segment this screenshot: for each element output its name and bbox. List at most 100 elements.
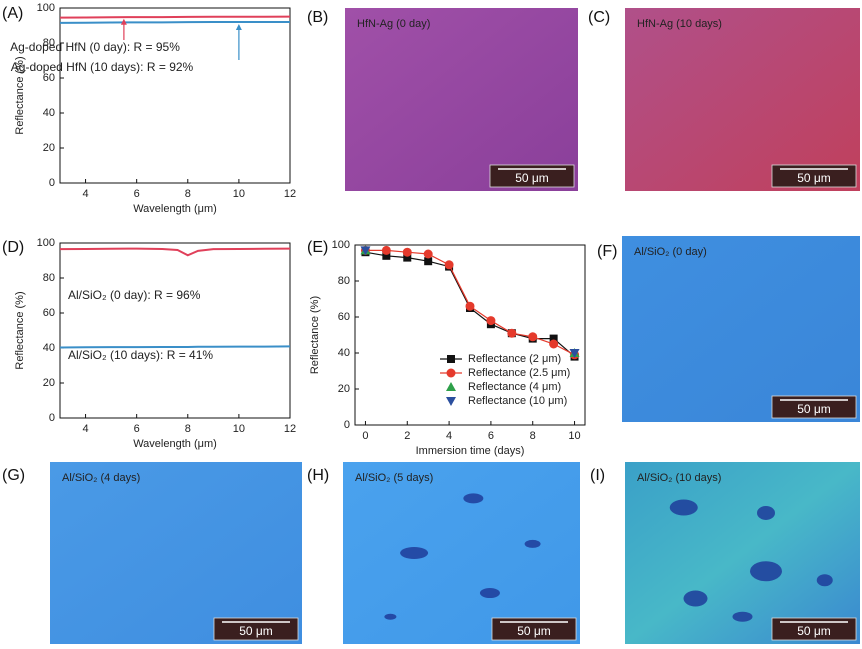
micrograph [343, 462, 580, 644]
x-tick-label: 12 [284, 188, 296, 200]
x-tick-label: 10 [233, 423, 245, 435]
x-tick-label: 6 [134, 423, 140, 435]
scale-bar-box [489, 164, 575, 188]
y-tick-label: 0 [49, 177, 55, 189]
legend-marker [446, 397, 456, 406]
annotation: Ag-doped HfN (0 day): R = 95% [10, 40, 180, 54]
annotation-arrowhead [120, 18, 127, 25]
legend-label: Reflectance (2 μm) [468, 353, 561, 365]
x-tick-label: 8 [185, 188, 191, 200]
legend-marker [446, 382, 456, 391]
legend-label: Reflectance (2.5 μm) [468, 367, 570, 379]
y-tick-label: 60 [338, 311, 350, 323]
y-tick-label: 0 [344, 419, 350, 431]
corrosion-spot [816, 574, 833, 587]
y-tick-label: 40 [43, 107, 55, 119]
panel-label: (C) [588, 9, 610, 26]
corrosion-spot [463, 493, 484, 504]
x-tick-label: 12 [284, 423, 296, 435]
y-tick-label: 20 [43, 377, 55, 389]
panel-label: (H) [307, 467, 329, 484]
scale-bar-box [771, 164, 857, 188]
corrosion-spot [757, 505, 775, 520]
panel-label: (I) [590, 467, 605, 484]
y-tick-label: 40 [43, 342, 55, 354]
series-line [59, 247, 291, 257]
annotation: Ag-doped HfN (10 days): R = 92% [11, 60, 194, 74]
micrograph [50, 462, 302, 644]
x-tick-label: 2 [404, 430, 410, 442]
scale-bar-box [491, 617, 577, 641]
plot-frame [59, 7, 291, 184]
micrograph [625, 8, 860, 191]
y-tick-label: 20 [338, 383, 350, 395]
data-point [402, 247, 412, 257]
scale-bar-label: 50 μm [515, 171, 549, 185]
y-tick-label: 80 [338, 275, 350, 287]
y-axis-label: Reflectance (%) [14, 56, 26, 134]
data-point [465, 301, 475, 311]
data-point [424, 257, 433, 266]
x-tick-label: 8 [185, 423, 191, 435]
corrosion-spot [732, 611, 753, 622]
plot-frame [59, 242, 291, 419]
y-tick-label: 80 [43, 272, 55, 284]
data-point [444, 260, 454, 270]
x-tick-label: 6 [488, 430, 494, 442]
annotation: Al/SiO₂ (10 days): R = 41% [68, 348, 213, 362]
legend-label: Reflectance (4 μm) [468, 381, 561, 393]
micrograph-label: Al/SiO₂ (0 day) [634, 246, 707, 258]
data-point [423, 249, 433, 259]
data-point [507, 328, 517, 338]
data-point [403, 253, 412, 262]
x-axis-label: Wavelength (μm) [133, 203, 217, 215]
corrosion-spot [683, 590, 708, 607]
data-point [549, 334, 558, 343]
y-tick-label: 60 [43, 72, 55, 84]
scale-bar-label: 50 μm [239, 624, 273, 638]
x-tick-label: 10 [233, 188, 245, 200]
legend-marker [446, 368, 456, 378]
legend-label: Reflectance (10 μm) [468, 395, 567, 407]
panel-label: (D) [2, 239, 24, 256]
scale-bar-label: 50 μm [797, 624, 831, 638]
x-tick-label: 10 [568, 430, 580, 442]
data-point [360, 246, 371, 256]
y-tick-label: 100 [332, 239, 350, 251]
y-tick-label: 60 [43, 307, 55, 319]
scale-bar-box [771, 617, 857, 641]
y-axis-label: Reflectance (%) [309, 296, 321, 374]
scale-bar-label: 50 μm [517, 624, 551, 638]
annotation-arrowhead [235, 24, 242, 30]
corrosion-spot [384, 613, 397, 620]
y-tick-label: 100 [37, 237, 55, 249]
x-tick-label: 6 [134, 188, 140, 200]
corrosion-spot [400, 547, 429, 559]
scale-bar-label: 50 μm [797, 171, 831, 185]
panel-label: (F) [597, 243, 617, 260]
x-tick-label: 8 [530, 430, 536, 442]
panel-label: (B) [307, 9, 328, 26]
panel-label: (G) [2, 467, 25, 484]
micrograph-label: HfN-Ag (0 day) [357, 18, 430, 30]
y-tick-label: 40 [338, 347, 350, 359]
data-point [381, 245, 391, 255]
y-axis-label: Reflectance (%) [14, 291, 26, 369]
scale-bar-label: 50 μm [797, 402, 831, 416]
x-tick-label: 4 [82, 188, 88, 200]
data-point [549, 339, 559, 349]
plot-frame [354, 244, 586, 426]
data-point [486, 316, 496, 326]
scale-bar-box [771, 395, 857, 419]
micrograph [622, 236, 860, 422]
x-tick-label: 0 [362, 430, 368, 442]
micrograph-label: Al/SiO₂ (10 days) [637, 472, 721, 484]
x-axis-label: Wavelength (μm) [133, 438, 217, 450]
corrosion-spot [524, 539, 541, 548]
corrosion-spot [669, 499, 698, 516]
panel-label: (E) [307, 239, 328, 256]
micrograph-label: Al/SiO₂ (5 days) [355, 472, 433, 484]
micrograph [345, 8, 578, 191]
